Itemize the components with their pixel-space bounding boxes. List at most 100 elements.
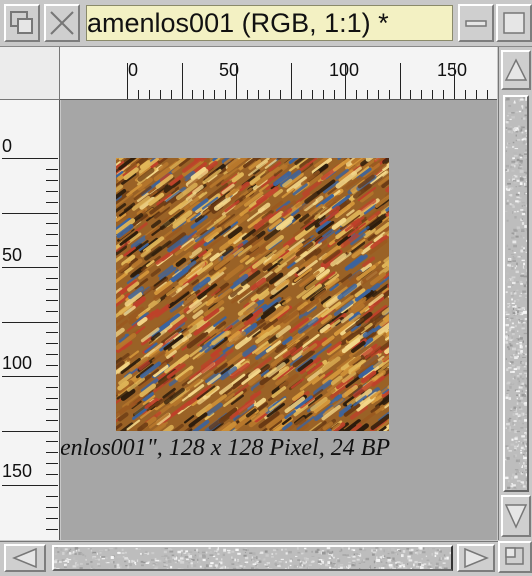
ruler-tick (345, 63, 346, 99)
ruler-label-y-50: 50 (2, 246, 22, 264)
window-title: amenlos001 (RGB, 1:1) * (87, 7, 389, 39)
ruler-tick (46, 398, 58, 399)
ruler-tick (389, 90, 390, 99)
texture-pattern (116, 158, 389, 431)
ruler-tick (46, 202, 58, 203)
ruler-tick (46, 343, 58, 344)
ruler-tick (2, 213, 58, 214)
ruler-tick (2, 158, 58, 159)
ruler-tick (46, 507, 58, 508)
triangle-up-icon (503, 52, 529, 88)
ruler-tick (2, 322, 58, 323)
title-bar[interactable]: amenlos001 (RGB, 1:1) * (0, 0, 532, 47)
scroll-left-button[interactable] (4, 544, 46, 572)
ruler-tick (46, 409, 58, 410)
ruler-tick (46, 256, 58, 257)
ruler-tick (280, 90, 281, 99)
ruler-tick (160, 90, 161, 99)
ruler-tick (182, 63, 183, 99)
depth-gadget-icon (6, 6, 38, 40)
scroll-right-button[interactable] (457, 544, 495, 572)
horizontal-ruler[interactable]: 0 50 100 150 (60, 47, 497, 100)
ruler-tick (171, 90, 172, 99)
triangle-down-icon (503, 497, 529, 535)
window-title-field: amenlos001 (RGB, 1:1) * (86, 5, 453, 41)
ruler-tick (46, 365, 58, 366)
ruler-tick (214, 90, 215, 99)
ruler-tick (46, 452, 58, 453)
ruler-tick (356, 90, 357, 99)
horizontal-scroll-knob[interactable] (52, 545, 453, 571)
size-gadget-icon (500, 543, 530, 571)
ruler-tick (443, 90, 444, 99)
vertical-ruler[interactable]: 0 50 100 150 (0, 100, 60, 540)
ruler-tick (203, 90, 204, 99)
ruler-tick (46, 311, 58, 312)
ruler-tick (46, 463, 58, 464)
vertical-scrollbar[interactable] (498, 47, 532, 540)
ruler-tick (378, 90, 379, 99)
triangle-left-icon (6, 546, 44, 570)
ruler-tick (269, 90, 270, 99)
close-cross-icon (46, 6, 78, 40)
ruler-tick (367, 90, 368, 99)
ruler-label-x-150: 150 (437, 61, 467, 79)
ruler-label-y-100: 100 (2, 354, 32, 372)
ruler-label-y-0: 0 (2, 137, 12, 155)
ruler-tick (334, 90, 335, 99)
iconify-minus-icon (460, 6, 492, 40)
ruler-tick (46, 289, 58, 290)
ruler-tick (258, 90, 259, 99)
horizontal-scrollbar[interactable] (0, 541, 498, 573)
ruler-tick (487, 90, 488, 99)
ruler-tick (46, 234, 58, 235)
ruler-tick (465, 90, 466, 99)
ruler-tick (312, 90, 313, 99)
ruler-tick (46, 474, 58, 475)
ruler-tick (247, 90, 248, 99)
ruler-tick (410, 90, 411, 99)
close-button[interactable] (44, 4, 80, 42)
zoom-square-icon (498, 6, 530, 40)
ruler-tick (46, 354, 58, 355)
ruler-tick (2, 540, 58, 541)
ruler-tick (46, 278, 58, 279)
depth-button[interactable] (4, 4, 40, 42)
ruler-tick (127, 63, 128, 99)
ruler-tick (225, 90, 226, 99)
ruler-tick (291, 63, 292, 99)
ruler-tick (46, 518, 58, 519)
ruler-tick (46, 529, 58, 530)
ruler-tick (149, 90, 150, 99)
ruler-tick (323, 90, 324, 99)
zoom-button[interactable] (496, 4, 532, 42)
ruler-tick (2, 267, 58, 268)
ruler-tick (46, 332, 58, 333)
ruler-tick (46, 223, 58, 224)
ruler-tick (46, 300, 58, 301)
ruler-tick (46, 420, 58, 421)
ruler-tick (236, 63, 237, 99)
vertical-scroll-knob[interactable] (503, 95, 529, 492)
ruler-tick (192, 90, 193, 99)
iconify-button[interactable] (458, 4, 494, 42)
size-gadget[interactable] (498, 541, 532, 573)
ruler-tick (432, 90, 433, 99)
ruler-tick (2, 485, 58, 486)
ruler-tick (2, 376, 58, 377)
ruler-tick (138, 90, 139, 99)
scroll-down-button[interactable] (501, 495, 531, 537)
ruler-tick (476, 90, 477, 99)
ruler-tick (46, 387, 58, 388)
scroll-up-button[interactable] (501, 50, 531, 90)
ruler-corner (0, 47, 60, 100)
texture-image[interactable] (116, 158, 389, 431)
ruler-tick (46, 191, 58, 192)
ruler-tick (2, 431, 58, 432)
ruler-label-x-0: 0 (128, 61, 138, 79)
ruler-tick (46, 441, 58, 442)
ruler-tick (454, 63, 455, 99)
ruler-label-y-150: 150 (2, 462, 32, 480)
image-canvas[interactable]: enlos001", 128 x 128 Pixel, 24 BP (61, 100, 497, 540)
